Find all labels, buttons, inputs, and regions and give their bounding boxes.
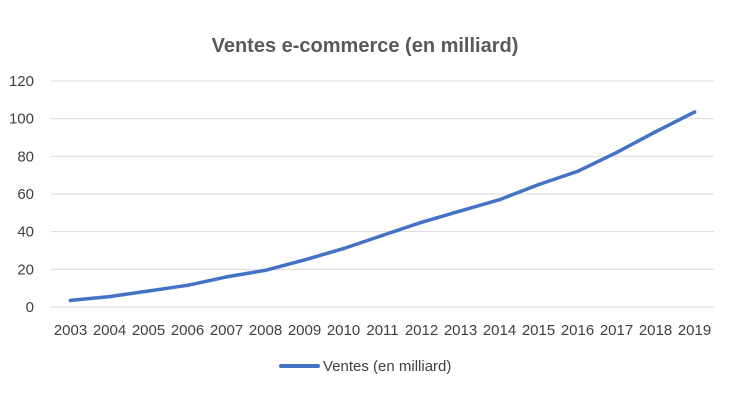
x-tick-label: 2009 (288, 322, 321, 339)
x-tick-label: 2013 (444, 322, 477, 339)
data-point (224, 275, 229, 279)
y-tick-label: 120 (9, 73, 34, 90)
x-tick-label: 2008 (249, 322, 282, 339)
gridlines (51, 80, 714, 308)
y-axis-tick-labels: 0 20 40 60 80 100 120 (9, 73, 34, 316)
legend: Ventes (en milliard) (279, 358, 451, 375)
x-tick-label: 2003 (54, 322, 87, 339)
x-tick-label: 2011 (366, 322, 398, 339)
x-tick-label: 2019 (678, 322, 711, 339)
data-point (185, 283, 190, 288)
x-tick-label: 2006 (171, 322, 204, 339)
chart-title: Ventes e-commerce (en milliard) (212, 35, 519, 57)
x-tick-label: 2015 (522, 322, 555, 339)
y-tick-label: 0 (26, 299, 34, 316)
x-tick-label: 2018 (639, 322, 672, 339)
data-point (614, 150, 619, 155)
x-tick-label: 2017 (600, 322, 633, 339)
data-point (575, 169, 580, 174)
data-point (341, 246, 346, 251)
x-tick-label: 2007 (210, 322, 243, 339)
x-tick-label: 2010 (327, 322, 360, 339)
data-point (419, 220, 424, 225)
y-tick-label: 40 (17, 224, 34, 241)
series-line (68, 110, 697, 303)
legend-label: Ventes (en milliard) (323, 358, 451, 375)
x-axis-tick-labels: 2003 2004 2005 2006 2007 2008 2009 2010 2011 2012… (54, 322, 711, 339)
data-point (692, 110, 697, 114)
x-tick-label: 2012 (405, 322, 438, 339)
y-tick-label: 80 (17, 148, 34, 165)
data-point (497, 197, 502, 202)
x-tick-label: 2016 (561, 322, 594, 339)
data-point (107, 294, 112, 299)
data-point (68, 298, 73, 303)
y-tick-label: 100 (9, 111, 34, 128)
y-tick-label: 60 (17, 186, 34, 203)
data-point (653, 130, 658, 134)
data-point (536, 182, 541, 187)
x-tick-label: 2014 (483, 322, 516, 339)
series-lines (68, 110, 697, 303)
x-tick-label: 2005 (132, 322, 165, 339)
data-point (302, 258, 307, 262)
y-tick-label: 20 (17, 261, 34, 278)
data-point (458, 209, 463, 213)
data-point (380, 233, 385, 238)
x-tick-label: 2004 (93, 322, 126, 339)
data-point (263, 268, 268, 273)
data-point (146, 289, 151, 293)
